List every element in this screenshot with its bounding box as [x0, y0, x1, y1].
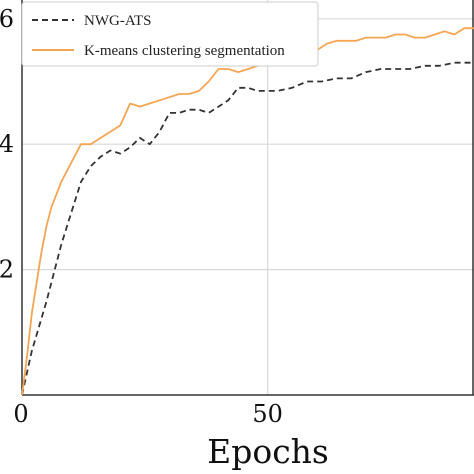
- series-line-2: [21, 27, 474, 396]
- legend: NWG-ATS K-means clustering segmentation: [21, 1, 319, 67]
- series-lines: [21, 27, 474, 396]
- legend-label-2: K-means clustering segmentation: [84, 43, 285, 59]
- y-tick-label: 6: [0, 5, 14, 33]
- y-tick-label: 2: [0, 256, 14, 284]
- x-axis-title: Epochs: [207, 432, 329, 471]
- legend-box: [21, 1, 319, 67]
- y-tick-label: 4: [0, 130, 14, 158]
- tick-labels: 0 50 2 4 6: [0, 5, 283, 428]
- series-line-1: [21, 61, 474, 396]
- x-tick-label: 50: [252, 400, 283, 428]
- x-tick-label: 0: [13, 400, 28, 428]
- legend-label-1: NWG-ATS: [84, 13, 152, 29]
- axes: [21, 0, 474, 396]
